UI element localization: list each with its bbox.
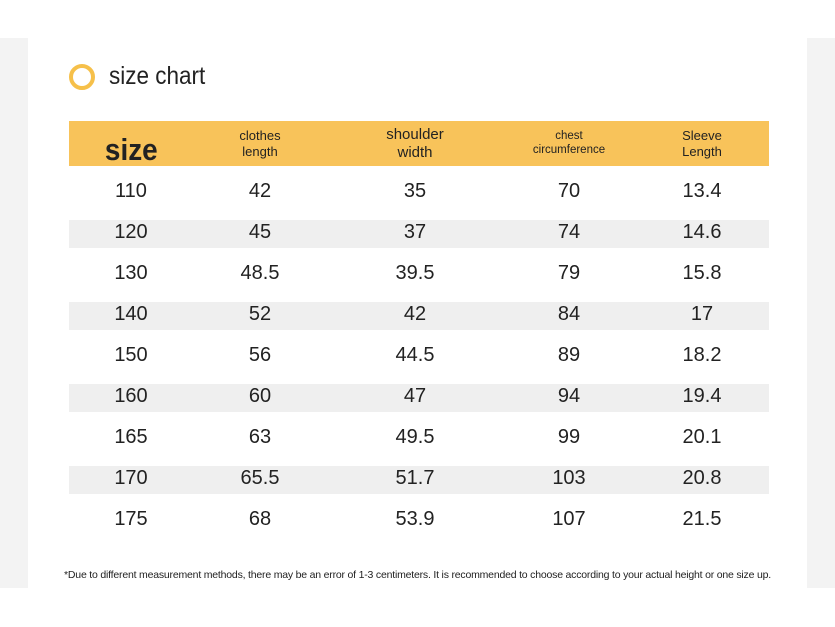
header-clothes-length-line1: clothes (239, 127, 281, 143)
cell-size: 130 (114, 262, 148, 284)
header-size-label: size (104, 131, 158, 167)
header-size: size (76, 121, 186, 167)
cell-size: 150 (114, 344, 148, 366)
cell-chest: 89 (557, 344, 581, 366)
row-shade (69, 220, 769, 248)
section-heading: size chart (69, 62, 216, 91)
row-shade (69, 302, 769, 330)
cell-chest: 70 (557, 180, 581, 202)
cell-clothes-length: 63 (248, 426, 272, 448)
cell-shoulder-width: 49.5 (395, 426, 435, 448)
header-clothes-length: clothes length (205, 121, 315, 166)
cell-sleeve: 19.4 (682, 385, 722, 407)
row-shade (69, 384, 769, 412)
header-chest-circumference: chest circumference (514, 121, 624, 166)
cell-sleeve: 14.6 (682, 221, 722, 243)
table-row: 130 48.5 39.5 79 15.8 (69, 248, 769, 289)
cell-chest: 74 (557, 221, 581, 243)
cell-shoulder-width: 51.7 (395, 467, 435, 489)
cell-sleeve: 15.8 (682, 262, 722, 284)
cell-chest: 94 (557, 385, 581, 407)
table-row: 120 45 37 74 14.6 (69, 207, 769, 248)
cell-size: 170 (114, 467, 148, 489)
table-row: 175 68 53.9 107 21.5 (69, 494, 769, 535)
cell-size: 140 (114, 303, 148, 325)
cell-sleeve: 18.2 (682, 344, 722, 366)
cell-chest: 84 (557, 303, 581, 325)
cell-sleeve: 20.8 (682, 467, 722, 489)
cell-clothes-length: 52 (248, 303, 272, 325)
cell-chest: 79 (557, 262, 581, 284)
header-sleeve-line1: Sleeve (682, 127, 722, 143)
header-chest-line2: circumference (532, 143, 606, 156)
cell-clothes-length: 48.5 (240, 262, 280, 284)
table-header: size clothes length shoulder width chest… (69, 121, 769, 167)
cell-size: 120 (114, 221, 148, 243)
page-title: size chart (109, 62, 206, 90)
table-row: 170 65.5 51.7 103 20.8 (69, 453, 769, 494)
table-row: 165 63 49.5 99 20.1 (69, 412, 769, 453)
size-table: size clothes length shoulder width chest… (69, 121, 769, 535)
cell-clothes-length: 68 (248, 508, 272, 530)
header-sleeve-line2: Length (682, 143, 722, 159)
header-chest-line1: chest (555, 129, 583, 142)
cell-chest: 99 (557, 426, 581, 448)
table-row: 150 56 44.5 89 18.2 (69, 330, 769, 371)
cell-clothes-length: 65.5 (240, 467, 280, 489)
cell-chest: 103 (552, 467, 586, 489)
cell-clothes-length: 45 (248, 221, 272, 243)
cell-shoulder-width: 44.5 (395, 344, 435, 366)
cell-clothes-length: 56 (248, 344, 272, 366)
table-row: 140 52 42 84 17 (69, 289, 769, 330)
cell-shoulder-width: 47 (403, 385, 427, 407)
cell-size: 175 (114, 508, 148, 530)
table-row: 160 60 47 94 19.4 (69, 371, 769, 412)
circle-bullet-icon (69, 63, 95, 90)
header-clothes-length-line2: length (242, 143, 278, 159)
disclaimer-note: *Due to different measurement methods, t… (64, 569, 771, 581)
cell-clothes-length: 42 (248, 180, 272, 202)
table-row: 110 42 35 70 13.4 (69, 166, 769, 207)
header-shoulder-width-line1: shoulder (386, 125, 444, 143)
cell-sleeve: 17 (690, 303, 714, 325)
cell-shoulder-width: 35 (403, 180, 427, 202)
cell-clothes-length: 60 (248, 385, 272, 407)
header-shoulder-width: shoulder width (360, 121, 470, 166)
cell-chest: 107 (552, 508, 586, 530)
cell-shoulder-width: 39.5 (395, 262, 435, 284)
header-sleeve-length: Sleeve Length (647, 121, 757, 166)
right-margin (807, 38, 835, 588)
cell-sleeve: 13.4 (682, 180, 722, 202)
cell-sleeve: 20.1 (682, 426, 722, 448)
cell-sleeve: 21.5 (682, 508, 722, 530)
cell-shoulder-width: 42 (403, 303, 427, 325)
cell-shoulder-width: 53.9 (395, 508, 435, 530)
row-shade (69, 466, 769, 494)
header-shoulder-width-line2: width (397, 143, 433, 161)
cell-size: 165 (114, 426, 148, 448)
cell-shoulder-width: 37 (403, 221, 427, 243)
left-margin (0, 38, 28, 588)
cell-size: 160 (114, 385, 148, 407)
cell-size: 110 (115, 180, 147, 202)
